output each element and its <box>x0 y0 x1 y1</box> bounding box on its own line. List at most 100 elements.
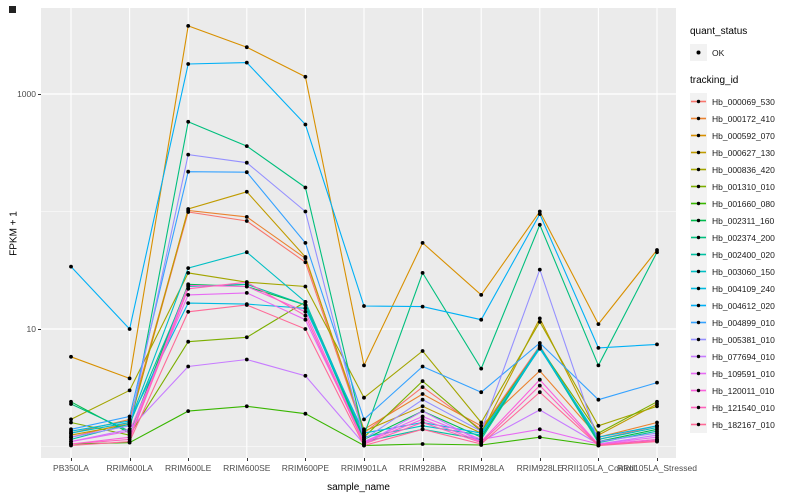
data-point <box>537 267 542 272</box>
chart-canvas <box>41 8 676 458</box>
data-point <box>244 303 249 307</box>
x-tick-label: RRIM928LE <box>516 463 563 473</box>
data-point <box>537 383 542 388</box>
legend-item-tracking-id: Hb_000069_530 <box>690 93 800 110</box>
legend-item-tracking-id: Hb_000172_410 <box>690 110 800 127</box>
data-point <box>655 342 659 347</box>
legend-label: Hb_004612_020 <box>712 300 775 311</box>
data-point <box>186 271 191 275</box>
data-point <box>537 222 542 227</box>
legend-key-line <box>690 382 707 399</box>
legend-label: Hb_077694_010 <box>712 351 775 362</box>
data-point <box>244 60 249 65</box>
data-point <box>537 316 542 321</box>
data-point <box>244 215 249 219</box>
data-point <box>186 62 191 66</box>
data-point <box>303 284 308 289</box>
x-tick-mark <box>598 458 600 461</box>
data-point <box>537 320 542 324</box>
data-point <box>303 300 308 304</box>
data-point <box>362 417 366 422</box>
corner-artifact <box>9 6 16 13</box>
legend-label: Hb_000627_130 <box>712 147 775 158</box>
data-point <box>186 301 191 305</box>
x-tick-label: RRII105LA_Stressed <box>617 463 697 473</box>
data-point <box>362 443 366 448</box>
data-point <box>303 255 308 259</box>
x-tick-label: RRIM600LA <box>106 463 153 473</box>
data-point <box>186 293 191 297</box>
legend-label: Hb_005381_010 <box>712 334 775 345</box>
data-point <box>420 349 425 353</box>
data-point <box>303 209 308 214</box>
y-axis-title: FPKM + 1 <box>8 211 20 256</box>
x-tick-label: RRIM600SE <box>223 463 271 473</box>
x-tick-mark <box>305 458 307 461</box>
x-tick-label: RRIM600LE <box>165 463 212 473</box>
data-point <box>420 304 425 309</box>
data-point <box>127 376 132 381</box>
data-point <box>244 219 249 223</box>
data-point <box>420 385 425 389</box>
legend-item-tracking-id: Hb_000592_070 <box>690 127 800 144</box>
legend-item-tracking-id: Hb_004899_010 <box>690 314 800 331</box>
data-point <box>362 395 366 400</box>
data-point <box>244 280 249 285</box>
legend-label: Hb_000836_420 <box>712 164 775 175</box>
legend-key-line <box>690 229 707 246</box>
data-point <box>244 170 249 175</box>
legend-item-quant-status: OK <box>690 44 800 61</box>
x-tick-label: RRII105LA_Control <box>561 463 636 473</box>
legend-quant-status-items: OK <box>690 44 800 61</box>
legend-item-tracking-id: Hb_005381_010 <box>690 331 800 348</box>
x-tick-label: RRIM600PE <box>281 463 330 473</box>
data-point <box>537 377 542 382</box>
legend-key-line <box>690 144 707 161</box>
data-point <box>596 443 601 448</box>
legend-key-line <box>690 246 707 263</box>
x-tick-mark <box>364 458 365 461</box>
data-point <box>420 241 425 245</box>
legend-key-line <box>690 331 707 348</box>
legend-key-line <box>690 297 707 314</box>
data-point <box>127 414 132 419</box>
data-point <box>655 250 659 255</box>
legend-label: Hb_182167_010 <box>712 419 775 430</box>
legend-tracking-id-items: Hb_000069_530 Hb_000172_410 Hb_000592_070 H… <box>690 93 800 433</box>
legend-label: Hb_000172_410 <box>712 113 775 124</box>
legend-label: Hb_002374_200 <box>712 232 775 243</box>
data-point <box>186 286 191 291</box>
data-point <box>479 317 484 322</box>
plot-panel <box>41 8 676 458</box>
data-point <box>479 420 484 425</box>
legend-key-line <box>690 212 707 229</box>
data-point <box>303 373 308 378</box>
data-point <box>303 185 308 190</box>
data-point <box>186 24 191 28</box>
legend-label: Hb_004109_240 <box>712 283 775 294</box>
data-point <box>244 160 249 165</box>
legend-label: Hb_002400_020 <box>712 249 775 260</box>
legend-key-line <box>690 416 707 433</box>
legend-label: Hb_000069_530 <box>712 96 775 107</box>
legend-key-line <box>690 195 707 212</box>
legend-label: Hb_109591_010 <box>712 368 775 379</box>
legend-key-line <box>690 348 707 365</box>
legend: quant_status OK tracking_id Hb_000069_53… <box>690 26 800 433</box>
data-point <box>186 309 191 314</box>
data-point <box>244 357 249 362</box>
data-point <box>655 439 659 444</box>
legend-item-tracking-id: Hb_001310_010 <box>690 178 800 195</box>
data-point <box>69 443 73 448</box>
data-point <box>186 266 191 270</box>
data-point <box>186 119 191 124</box>
x-tick-mark <box>188 458 190 461</box>
data-point <box>244 250 249 255</box>
data-point <box>479 423 484 428</box>
data-point <box>186 152 191 157</box>
data-point <box>362 304 366 308</box>
data-point <box>420 427 425 432</box>
data-point <box>127 327 132 331</box>
data-point <box>69 427 73 432</box>
